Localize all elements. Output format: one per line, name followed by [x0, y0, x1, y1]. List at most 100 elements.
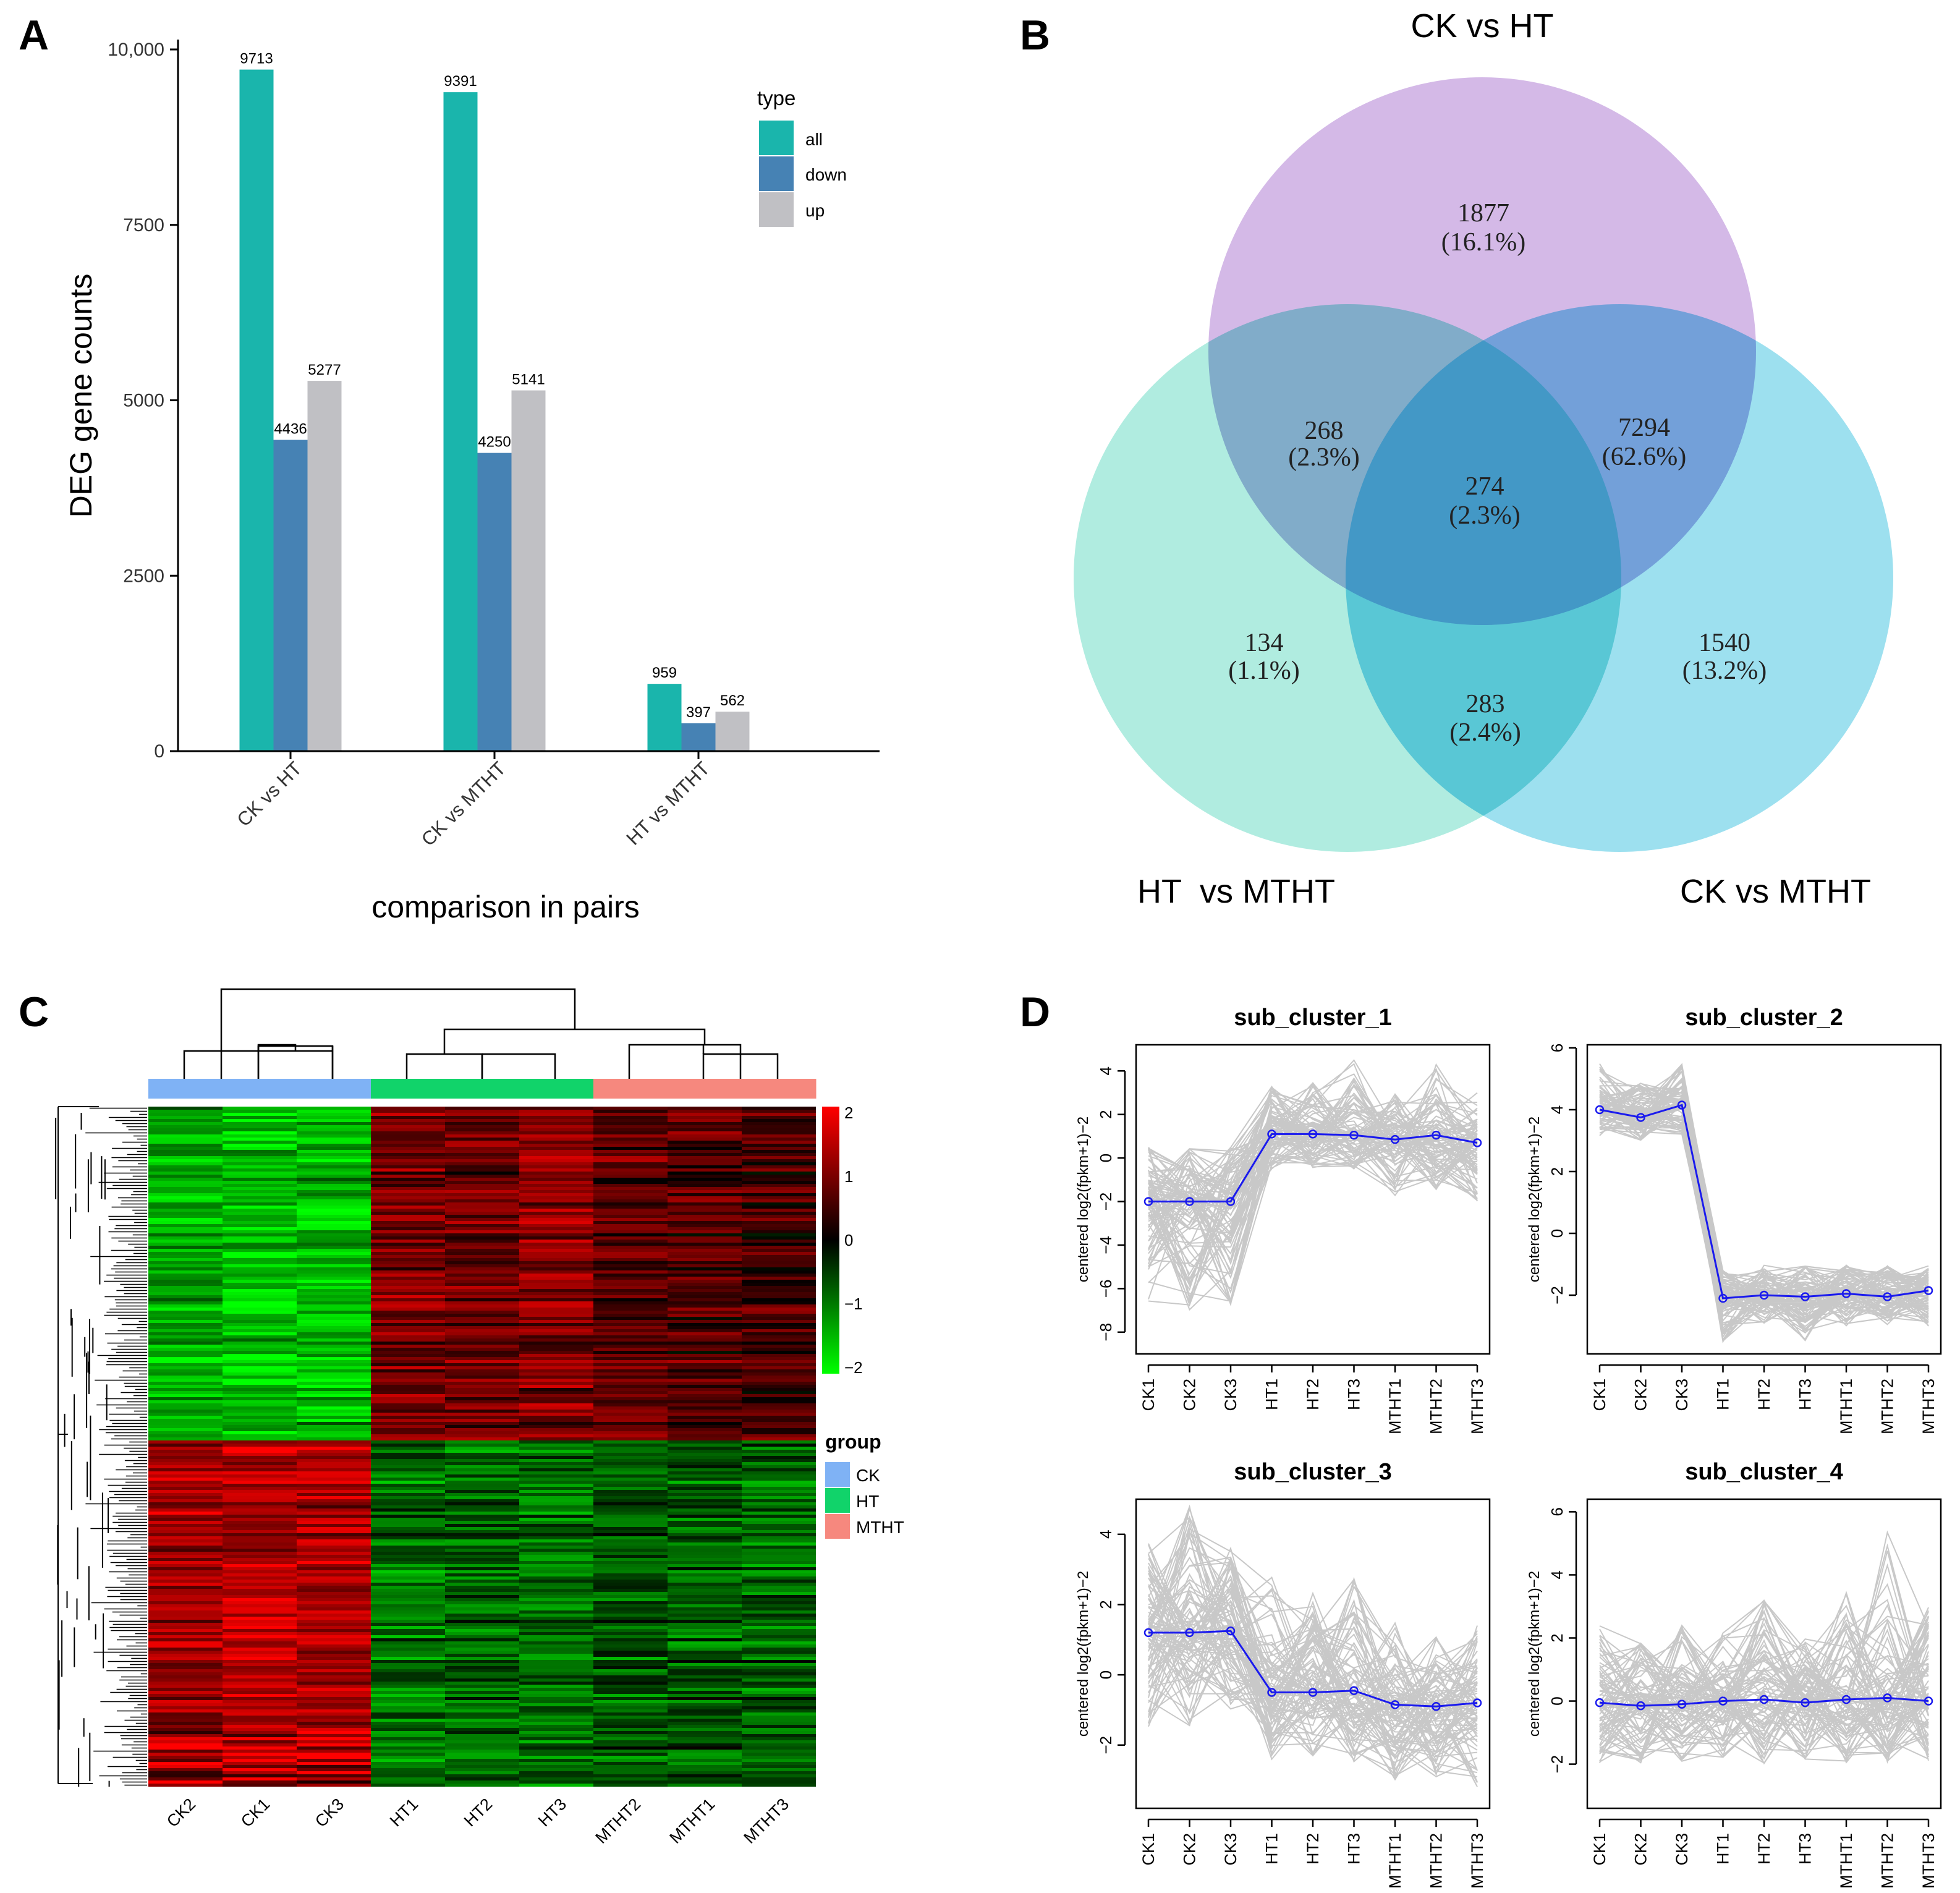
heatmap-cell — [223, 1147, 297, 1151]
heatmap-cell — [371, 1332, 446, 1336]
heatmap-cell — [148, 1688, 223, 1691]
heatmap-cell — [668, 1474, 742, 1478]
heatmap-cell — [519, 1125, 594, 1129]
heatmap-cell — [223, 1654, 297, 1657]
heatmap-cell — [223, 1481, 297, 1484]
heatmap-cell — [297, 1379, 371, 1382]
heatmap-cell — [445, 1740, 520, 1744]
mean-point — [1185, 1197, 1194, 1206]
heatmap-cell — [297, 1206, 371, 1209]
heatmap-cell — [297, 1725, 371, 1729]
heatmap-cell — [668, 1558, 742, 1562]
heatmap-cell — [742, 1753, 816, 1756]
heatmap-cell — [668, 1168, 742, 1172]
heatmap-cell — [297, 1567, 371, 1571]
heatmap-cell — [223, 1536, 297, 1540]
mean-profile-line — [1599, 1104, 1929, 1300]
venn-count-ck-ht-and-ck-mtht: 7294 — [1618, 414, 1670, 442]
heatmap-cell — [371, 1682, 446, 1685]
heatmap-cell — [593, 1332, 668, 1336]
panel-label-c: C — [19, 989, 49, 1036]
heatmap-cell — [445, 1165, 520, 1169]
heatmap-cell — [148, 1490, 223, 1494]
heatmap-cell — [742, 1617, 816, 1620]
heatmap-cell — [445, 1372, 520, 1376]
mean-point — [1718, 1293, 1728, 1303]
heatmap-cell — [742, 1567, 816, 1571]
heatmap-cell — [445, 1342, 520, 1345]
heatmap-cell — [371, 1348, 446, 1351]
heatmap-cell — [445, 1542, 520, 1546]
heatmap-cell — [445, 1648, 520, 1651]
heatmap-cell — [445, 1641, 520, 1645]
group-bar-ht — [519, 1079, 594, 1099]
heatmap-cell — [668, 1172, 742, 1175]
heatmap-cell — [223, 1255, 297, 1259]
heatmap-cell — [297, 1110, 371, 1113]
legend: type all down up — [757, 87, 847, 227]
heatmap-cell — [297, 1527, 371, 1531]
heatmap-cell — [371, 1274, 446, 1277]
heatmap: CK2 CK1 CK3 HT1 HT2 HT3 MTHT2 MTHT1 MTHT3 210−1−… — [55, 988, 904, 1847]
heatmap-cell — [519, 1391, 594, 1395]
heatmap-cell — [297, 1586, 371, 1589]
heatmap-cell — [371, 1768, 446, 1772]
heatmap-cell — [148, 1444, 223, 1447]
heatmap-cell — [223, 1292, 297, 1296]
legend-swatch-all — [759, 121, 794, 155]
heatmap-cell — [371, 1675, 446, 1679]
heatmap-cell — [223, 1153, 297, 1157]
heatmap-cell — [148, 1175, 223, 1178]
heatmap-cell — [593, 1558, 668, 1562]
heatmap-cell — [371, 1740, 446, 1744]
heatmap-cell — [371, 1750, 446, 1753]
heatmap-cell — [593, 1771, 668, 1775]
heatmap-cell — [519, 1209, 594, 1212]
x-tick-label: MTHT2 — [1878, 1833, 1897, 1889]
heatmap-cell — [668, 1734, 742, 1738]
heatmap-cell — [742, 1283, 816, 1287]
heatmap-cell — [668, 1617, 742, 1620]
heatmap-cell — [148, 1694, 223, 1698]
x-tick-label: MTHT3 — [1468, 1379, 1487, 1434]
heatmap-cell — [668, 1156, 742, 1160]
heatmap-cell — [371, 1481, 446, 1484]
heatmap-cell — [371, 1703, 446, 1707]
heatmap-cell — [297, 1453, 371, 1457]
heatmap-cell — [297, 1428, 371, 1432]
heatmap-cell — [297, 1530, 371, 1534]
venn-overlap-ck-ckm — [1346, 304, 1756, 625]
mean-point — [1267, 1129, 1276, 1139]
heatmap-cell — [297, 1607, 371, 1611]
legend-label-up: up — [805, 201, 825, 220]
heatmap-cell — [742, 1289, 816, 1293]
heatmap-cell — [519, 1558, 594, 1562]
heatmap-cell — [371, 1524, 446, 1528]
heatmap-cell — [445, 1499, 520, 1503]
heatmap-cell — [148, 1743, 223, 1747]
heatmap-cell — [519, 1635, 594, 1639]
heatmap-cell — [519, 1128, 594, 1132]
heatmap-cell — [223, 1474, 297, 1478]
heatmap-cell — [593, 1376, 668, 1379]
heatmap-cell — [223, 1589, 297, 1593]
heatmap-cell — [445, 1508, 520, 1512]
heatmap-cell — [371, 1394, 446, 1398]
heatmap-cell — [742, 1508, 816, 1512]
heatmap-cell — [742, 1468, 816, 1472]
heatmap-cell — [223, 1592, 297, 1596]
heatmap-cell — [371, 1573, 446, 1577]
group-bar-ht — [371, 1079, 446, 1099]
heatmap-cell — [223, 1638, 297, 1642]
heatmap-cell — [148, 1110, 223, 1113]
heatmap-cell — [742, 1518, 816, 1521]
heatmap-cell — [668, 1116, 742, 1120]
heatmap-cell — [742, 1249, 816, 1253]
heatmap-cell — [148, 1580, 223, 1583]
heatmap-cell — [742, 1453, 816, 1457]
heatmap-cell — [223, 1243, 297, 1246]
heatmap-cell — [371, 1147, 446, 1151]
heatmap-cell — [148, 1289, 223, 1293]
heatmap-cell — [223, 1648, 297, 1651]
plot-title: sub_cluster_3 — [1234, 1459, 1392, 1485]
